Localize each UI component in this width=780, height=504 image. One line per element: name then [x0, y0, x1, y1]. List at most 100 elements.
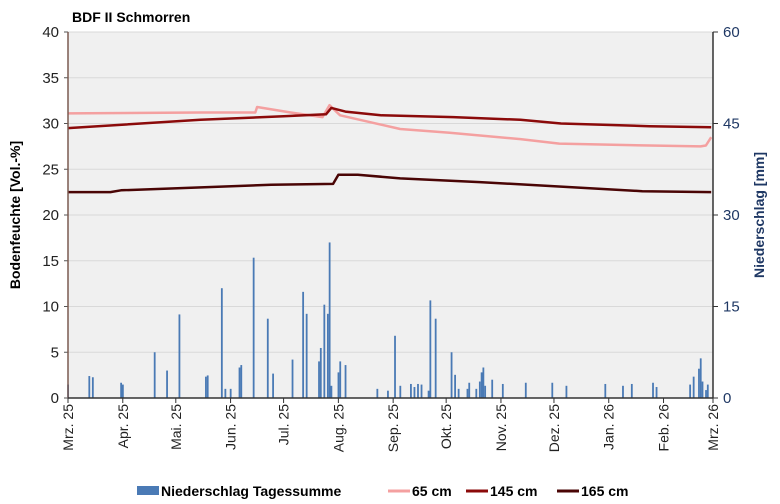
- precipitation-bar: [205, 376, 207, 398]
- precipitation-bar: [272, 373, 274, 398]
- y-tick-label: 10: [42, 299, 59, 316]
- x-tick-label: Jan. 26: [601, 404, 617, 450]
- x-tick-label: Dez. 25: [546, 404, 562, 452]
- y-axis-label: Bodenfeuchte [Vol.-%]: [7, 141, 23, 289]
- precipitation-bar: [240, 365, 243, 398]
- precipitation-bar: [482, 367, 485, 398]
- chart-title: BDF II Schmorren: [72, 9, 190, 25]
- precipitation-bar: [604, 383, 607, 398]
- legend-label-165cm: 165 cm: [581, 483, 628, 499]
- precipitation-bar: [701, 381, 704, 398]
- legend-label-65cm: 65 cm: [412, 483, 452, 499]
- precipitation-bar: [692, 376, 695, 398]
- precipitation-bar: [305, 313, 308, 398]
- series-line-145cm: [67, 106, 712, 130]
- y2-tick-label: 15: [723, 299, 740, 316]
- x-tick-label: Apr. 25: [115, 404, 131, 449]
- precipitation-bar: [220, 288, 223, 398]
- precipitation-bar: [337, 372, 340, 398]
- precipitation-bar: [689, 384, 692, 398]
- y2-tick-label: 45: [723, 116, 740, 133]
- y2-tick-label: 30: [723, 207, 740, 224]
- precipitation-bar: [323, 304, 326, 398]
- legend-label-145cm: 145 cm: [490, 483, 537, 499]
- precipitation-bar: [524, 382, 527, 398]
- precipitation-bar: [178, 314, 181, 398]
- y2-axis-label: Niederschlag [mm]: [751, 152, 767, 278]
- precipitation-bar: [705, 390, 707, 398]
- precipitation-bar: [698, 368, 700, 398]
- y-tick-label: 30: [42, 116, 59, 133]
- x-tick-label: Sep. 25: [385, 404, 401, 452]
- precipitation-bar: [302, 291, 305, 398]
- precipitation-bar: [224, 388, 227, 398]
- legend-swatch-precipitation: [137, 486, 159, 495]
- y-tick-label: 35: [42, 70, 59, 87]
- x-tick-label: Mrz. 26: [705, 404, 721, 451]
- series-line-165cm: [68, 173, 712, 194]
- precipitation-bar: [206, 375, 209, 398]
- precipitation-bar: [429, 300, 432, 398]
- precipitation-bar: [410, 383, 412, 398]
- y-tick-label: 5: [51, 344, 59, 361]
- precipitation-bar: [652, 382, 654, 398]
- precipitation-bar: [120, 382, 123, 398]
- y-tick-label: 20: [42, 207, 59, 224]
- y-tick-label: 0: [51, 390, 59, 407]
- precipitation-bar: [318, 361, 320, 398]
- precipitation-bar: [699, 358, 702, 398]
- precipitation-bar: [622, 385, 624, 398]
- precipitation-bar: [475, 388, 478, 398]
- y-tick-label: 40: [42, 24, 59, 41]
- y-tick-label: 25: [42, 161, 59, 178]
- precipitation-bar: [326, 313, 329, 398]
- precipitation-bar: [153, 352, 156, 398]
- precipitation-bar: [468, 382, 471, 398]
- precipitation-bar: [387, 390, 389, 398]
- precipitation-bar: [565, 385, 568, 398]
- precipitation-bar: [491, 379, 494, 398]
- precipitation-bar: [454, 374, 456, 398]
- precipitation-bar: [484, 385, 487, 398]
- x-tick-label: Aug. 25: [330, 404, 346, 452]
- precipitation-bar: [339, 361, 342, 398]
- precipitation-bar: [480, 372, 483, 398]
- precipitation-bar: [266, 318, 269, 398]
- x-tick-label: Jun. 25: [223, 404, 239, 450]
- precipitation-bar: [450, 352, 453, 398]
- precipitation-bar: [330, 385, 333, 398]
- x-tick-label: Okt. 25: [438, 404, 454, 449]
- legend-label-precipitation: Niederschlag Tagessumme: [161, 483, 341, 499]
- precipitation-bar: [344, 365, 347, 398]
- y2-tick-label: 60: [723, 24, 740, 41]
- precipitation-bar: [121, 384, 124, 398]
- x-tick-label: Feb. 26: [656, 404, 672, 452]
- precipitation-bar: [551, 382, 554, 398]
- x-tick-label: Mai. 25: [168, 404, 184, 450]
- precipitation-bar: [457, 388, 460, 398]
- plot-area: 0 5 10 15 20 25 30 35 40 0 15 30 45 60 Mrz. 25 Apr. 25 M…: [42, 24, 739, 452]
- precipitation-bar: [376, 388, 379, 398]
- precipitation-bar: [394, 335, 396, 398]
- x-tick-label: Mrz. 25: [60, 404, 76, 451]
- precipitation-bar: [229, 388, 232, 398]
- precipitation-bar: [328, 242, 331, 398]
- precipitation-bar: [238, 367, 241, 398]
- x-tick-label: Nov. 25: [493, 404, 509, 451]
- precipitation-bar: [655, 387, 658, 398]
- precipitation-bar: [466, 388, 469, 398]
- precipitation-bar: [434, 318, 437, 398]
- y2-tick-label: 0: [723, 390, 731, 407]
- precipitation-bar: [291, 359, 294, 398]
- precipitation-bar: [427, 390, 430, 398]
- precipitation-bar: [420, 384, 423, 398]
- precipitation-bar: [252, 257, 255, 398]
- precipitation-bar: [413, 387, 416, 398]
- y-tick-label: 15: [42, 253, 59, 270]
- precipitation-bar: [706, 384, 709, 398]
- precipitation-bar: [91, 377, 94, 398]
- precipitation-bar: [166, 370, 168, 398]
- precipitation-bar: [399, 385, 402, 398]
